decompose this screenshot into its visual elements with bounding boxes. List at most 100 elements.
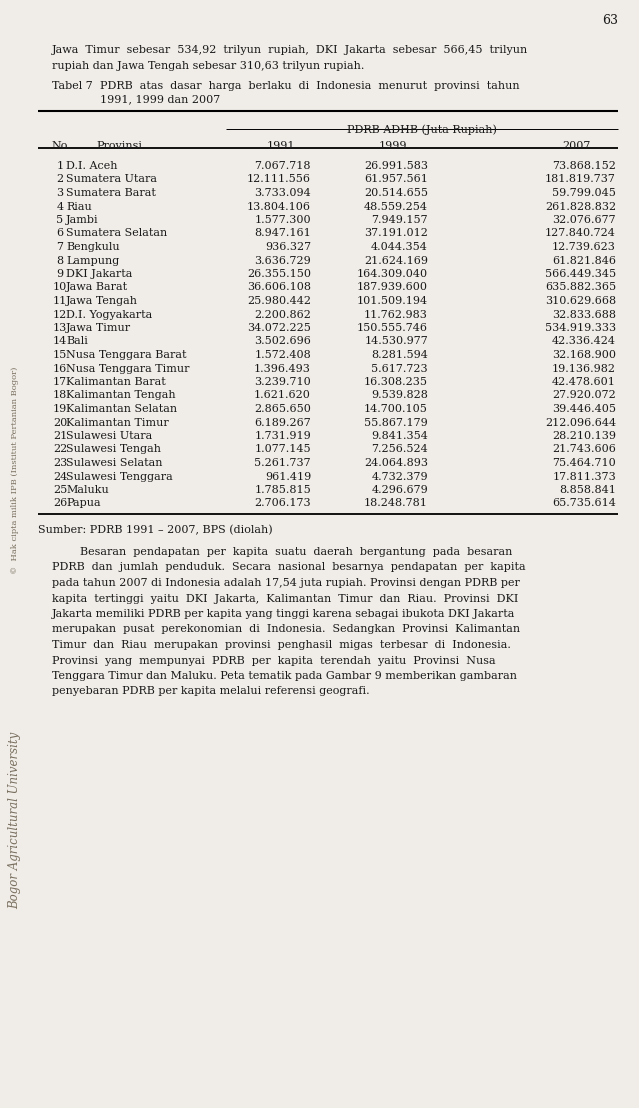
Text: 42.336.424: 42.336.424 [552, 337, 616, 347]
Text: 39.446.405: 39.446.405 [552, 404, 616, 414]
Text: 1.785.815: 1.785.815 [254, 485, 311, 495]
Text: No: No [52, 141, 68, 151]
Text: 101.509.194: 101.509.194 [357, 296, 428, 306]
Text: 48.559.254: 48.559.254 [364, 202, 428, 212]
Text: Papua: Papua [66, 499, 100, 509]
Text: 5.261.737: 5.261.737 [254, 458, 311, 468]
Text: 1.396.493: 1.396.493 [254, 363, 311, 373]
Text: 5: 5 [56, 215, 63, 225]
Text: 13.804.106: 13.804.106 [247, 202, 311, 212]
Text: 1.577.300: 1.577.300 [254, 215, 311, 225]
Text: 37.191.012: 37.191.012 [364, 228, 428, 238]
Text: 13: 13 [53, 324, 67, 334]
Text: 18: 18 [53, 390, 67, 400]
Text: DKI Jakarta: DKI Jakarta [66, 269, 132, 279]
Text: 15: 15 [53, 350, 67, 360]
Text: Sulawesi Selatan: Sulawesi Selatan [66, 458, 162, 468]
Text: 61.821.846: 61.821.846 [552, 256, 616, 266]
Text: 14.700.105: 14.700.105 [364, 404, 428, 414]
Text: Timur  dan  Riau  merupakan  provinsi  penghasil  migas  terbesar  di  Indonesia: Timur dan Riau merupakan provinsi pengha… [52, 640, 511, 650]
Text: 20.514.655: 20.514.655 [364, 188, 428, 198]
Text: 7: 7 [56, 242, 63, 252]
Text: Sulawesi Tengah: Sulawesi Tengah [66, 444, 161, 454]
Text: 1991, 1999 dan 2007: 1991, 1999 dan 2007 [100, 94, 220, 104]
Text: Jawa Barat: Jawa Barat [66, 283, 128, 293]
Text: 59.799.045: 59.799.045 [552, 188, 616, 198]
Text: 9.539.828: 9.539.828 [371, 390, 428, 400]
Text: 635.882.365: 635.882.365 [545, 283, 616, 293]
Text: 8.947.161: 8.947.161 [254, 228, 311, 238]
Text: merupakan  pusat  perekonomian  di  Indonesia.  Sedangkan  Provinsi  Kalimantan: merupakan pusat perekonomian di Indonesi… [52, 625, 520, 635]
Text: 28.210.139: 28.210.139 [552, 431, 616, 441]
Text: 24.064.893: 24.064.893 [364, 458, 428, 468]
Text: Lampung: Lampung [66, 256, 119, 266]
Text: 32.168.900: 32.168.900 [552, 350, 616, 360]
Text: Kalimantan Barat: Kalimantan Barat [66, 377, 166, 387]
Text: Sumber: PDRB 1991 – 2007, BPS (diolah): Sumber: PDRB 1991 – 2007, BPS (diolah) [38, 525, 273, 535]
Text: 7.067.718: 7.067.718 [254, 161, 311, 171]
Text: 2007: 2007 [562, 141, 590, 151]
Text: 3.239.710: 3.239.710 [254, 377, 311, 387]
Text: 21: 21 [53, 431, 67, 441]
Text: Maluku: Maluku [66, 485, 109, 495]
Text: 26.991.583: 26.991.583 [364, 161, 428, 171]
Text: 164.309.040: 164.309.040 [357, 269, 428, 279]
Text: 17.811.373: 17.811.373 [552, 472, 616, 482]
Text: PDRB  dan  jumlah  penduduk.  Secara  nasional  besarnya  pendapatan  per  kapit: PDRB dan jumlah penduduk. Secara nasiona… [52, 563, 526, 573]
Text: 2.865.650: 2.865.650 [254, 404, 311, 414]
Text: Kalimantan Timur: Kalimantan Timur [66, 418, 169, 428]
Text: ©  Hak cipta milik IPB (Institut Pertanian Bogor): © Hak cipta milik IPB (Institut Pertania… [11, 367, 19, 574]
Text: 36.606.108: 36.606.108 [247, 283, 311, 293]
Text: 27.920.072: 27.920.072 [552, 390, 616, 400]
Text: 2.200.862: 2.200.862 [254, 309, 311, 319]
Text: 20: 20 [53, 418, 67, 428]
Text: 310.629.668: 310.629.668 [545, 296, 616, 306]
Text: Sumatera Selatan: Sumatera Selatan [66, 228, 167, 238]
Text: 1.621.620: 1.621.620 [254, 390, 311, 400]
Text: 961.419: 961.419 [265, 472, 311, 482]
Text: 14: 14 [53, 337, 67, 347]
Text: 150.555.746: 150.555.746 [357, 324, 428, 334]
Text: 16: 16 [53, 363, 67, 373]
Text: 1.572.408: 1.572.408 [254, 350, 311, 360]
Text: 26: 26 [53, 499, 67, 509]
Text: Riau: Riau [66, 202, 92, 212]
Text: Nusa Tenggara Barat: Nusa Tenggara Barat [66, 350, 187, 360]
Text: 10: 10 [53, 283, 67, 293]
Text: Kalimantan Tengah: Kalimantan Tengah [66, 390, 176, 400]
Text: 181.819.737: 181.819.737 [545, 174, 616, 185]
Text: 1.731.919: 1.731.919 [254, 431, 311, 441]
Text: 4.296.679: 4.296.679 [371, 485, 428, 495]
Text: 3.636.729: 3.636.729 [254, 256, 311, 266]
Text: 22: 22 [53, 444, 67, 454]
Text: Bali: Bali [66, 337, 88, 347]
Text: 21.624.169: 21.624.169 [364, 256, 428, 266]
Text: 23: 23 [53, 458, 67, 468]
Text: 2: 2 [56, 174, 63, 185]
Text: 24: 24 [53, 472, 67, 482]
Text: Jawa Timur: Jawa Timur [66, 324, 131, 334]
Text: Sumatera Barat: Sumatera Barat [66, 188, 156, 198]
Text: Tenggara Timur dan Maluku. Peta tematik pada Gambar 9 memberikan gambaran: Tenggara Timur dan Maluku. Peta tematik … [52, 671, 517, 681]
Text: 16.308.235: 16.308.235 [364, 377, 428, 387]
Text: rupiah dan Jawa Tengah sebesar 310,63 trilyun rupiah.: rupiah dan Jawa Tengah sebesar 310,63 tr… [52, 61, 364, 71]
Text: 32.833.688: 32.833.688 [552, 309, 616, 319]
Text: Jambi: Jambi [66, 215, 98, 225]
Text: Jawa Tengah: Jawa Tengah [66, 296, 138, 306]
Text: 65.735.614: 65.735.614 [552, 499, 616, 509]
Text: 9.841.354: 9.841.354 [371, 431, 428, 441]
Text: 12.739.623: 12.739.623 [552, 242, 616, 252]
Text: 1999: 1999 [379, 141, 407, 151]
Text: Jawa  Timur  sebesar  534,92  trilyun  rupiah,  DKI  Jakarta  sebesar  566,45  t: Jawa Timur sebesar 534,92 trilyun rupiah… [52, 45, 528, 55]
Text: 6: 6 [56, 228, 63, 238]
Text: 21.743.606: 21.743.606 [552, 444, 616, 454]
Text: 1: 1 [56, 161, 63, 171]
Text: Bogor Agricultural University: Bogor Agricultural University [8, 731, 22, 909]
Text: Bengkulu: Bengkulu [66, 242, 119, 252]
Text: 42.478.601: 42.478.601 [552, 377, 616, 387]
Text: 25.980.442: 25.980.442 [247, 296, 311, 306]
Text: Nusa Tenggara Timur: Nusa Tenggara Timur [66, 363, 190, 373]
Text: D.I. Yogyakarta: D.I. Yogyakarta [66, 309, 152, 319]
Text: 7.256.524: 7.256.524 [371, 444, 428, 454]
Text: 3.502.696: 3.502.696 [254, 337, 311, 347]
